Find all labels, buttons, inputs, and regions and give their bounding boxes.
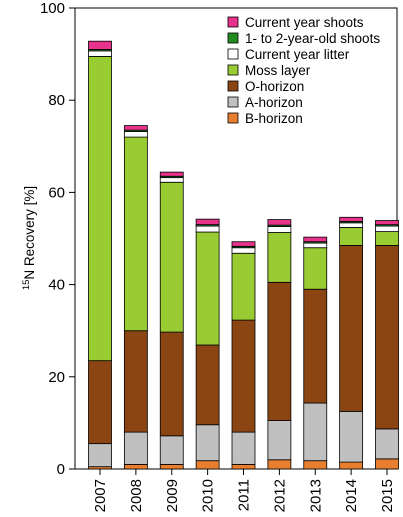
x-tick-label: 2010 xyxy=(200,479,217,512)
bar-segment-moss-layer-2010 xyxy=(195,231,220,346)
bar-segment-b-horizon-2014 xyxy=(339,461,364,470)
y-tick-label: 0 xyxy=(57,461,65,478)
bar-segment-o-horizon-2015 xyxy=(375,245,399,430)
bar-segment-current-year-litter-2014 xyxy=(339,222,364,228)
bar-segment-current-year-shoots-2008 xyxy=(123,125,148,131)
y-axis-title-main: N Recovery [%] xyxy=(22,186,37,280)
y-tick-label: 40 xyxy=(48,277,65,294)
legend-label: 1- to 2-year-old shoots xyxy=(245,31,380,46)
bar-segment-current-year-litter-2009 xyxy=(159,177,184,183)
y-tick-label: 20 xyxy=(48,369,65,386)
bar-segment-current-year-shoots-2012 xyxy=(267,219,292,226)
y-tick-label: 80 xyxy=(48,92,65,109)
bar-segment-current-year-shoots-2011 xyxy=(231,241,256,247)
bar-segment-b-horizon-2008 xyxy=(123,463,148,470)
x-tick-label: 2009 xyxy=(164,479,181,512)
bar-segment-current-year-litter-2008 xyxy=(123,131,148,138)
bar-segment-a-horizon-2010 xyxy=(195,424,220,462)
bar-segment-moss-layer-2014 xyxy=(339,227,364,246)
x-tick-label: 2014 xyxy=(343,479,360,512)
bar-segment-current-year-shoots-2013 xyxy=(303,236,328,243)
bar-segment-b-horizon-2010 xyxy=(195,460,220,470)
x-tick-label: 2013 xyxy=(307,479,324,512)
bar-segment-current-year-shoots-2007 xyxy=(88,40,112,50)
bar-segment-moss-layer-2012 xyxy=(267,232,292,283)
bar-segment-o-horizon-2007 xyxy=(88,360,112,445)
bar-segment-a-horizon-2015 xyxy=(375,428,399,460)
bar-segment-current-year-shoots-2015 xyxy=(375,220,399,226)
legend-swatch-current-year-litter xyxy=(227,48,239,60)
legend-swatch-o-horizon xyxy=(227,80,239,92)
bar-segment-current-year-litter-2011 xyxy=(231,247,256,254)
bar-segment-a-horizon-2007 xyxy=(88,443,112,468)
bar-segment-a-horizon-2014 xyxy=(339,410,364,463)
y-axis-title: 15N Recovery [%] xyxy=(21,186,37,290)
bar-segment-a-horizon-2008 xyxy=(123,431,148,465)
bar-segment-current-year-litter-2010 xyxy=(195,225,220,233)
legend-swatch-b-horizon xyxy=(227,112,239,124)
x-tick-label: 2012 xyxy=(271,479,288,512)
y-tick-label: 100 xyxy=(40,0,65,17)
legend-swatch-moss-layer xyxy=(227,64,239,76)
bar-segment-current-year-litter-2007 xyxy=(88,50,112,57)
bar-segment-b-horizon-2009 xyxy=(159,463,184,470)
y-tick-label: 60 xyxy=(48,184,65,201)
bar-segment-current-year-shoots-2014 xyxy=(339,216,364,222)
bar-segment-current-year-litter-2015 xyxy=(375,225,399,232)
bar-segment-a-horizon-2013 xyxy=(303,402,328,462)
x-tick-label: 2011 xyxy=(236,479,253,511)
legend-label: Current year litter xyxy=(245,47,350,62)
bar-segment-b-horizon-2013 xyxy=(303,460,328,470)
y-axis: 0 20 40 60 80 100 xyxy=(40,0,75,478)
bar-segment-o-horizon-2010 xyxy=(195,344,220,426)
bar-segment-o-horizon-2008 xyxy=(123,330,148,433)
bar-segment-current-year-litter-2013 xyxy=(303,242,328,249)
bar-segment-moss-layer-2007 xyxy=(88,56,112,362)
y-axis-title-superscript: 15 xyxy=(21,280,32,291)
legend-swatch-1-to-2-year-old-shoots xyxy=(227,32,239,44)
legend-label: O-horizon xyxy=(245,79,304,94)
bar-segment-current-year-shoots-2010 xyxy=(195,218,220,226)
x-axis: 2007 2008 2009 2010 2011 2012 2013 2014 2015 xyxy=(92,469,396,512)
x-tick-label: 2015 xyxy=(379,479,396,512)
bar-segment-moss-layer-2009 xyxy=(159,181,184,333)
bar-segment-a-horizon-2012 xyxy=(267,420,292,461)
bars-group xyxy=(88,40,399,470)
bar-segment-o-horizon-2013 xyxy=(303,288,328,404)
bar-segment-moss-layer-2015 xyxy=(375,231,399,246)
legend-swatch-a-horizon xyxy=(227,96,239,108)
bar-segment-o-horizon-2009 xyxy=(159,331,184,437)
bar-segment-current-year-shoots-2009 xyxy=(159,171,184,177)
x-tick-label: 2008 xyxy=(128,479,145,512)
legend-swatch-current-year-shoots xyxy=(227,16,239,28)
bar-segment-current-year-litter-2012 xyxy=(267,226,292,233)
bar-segment-o-horizon-2012 xyxy=(267,281,292,421)
bar-segment-o-horizon-2014 xyxy=(339,245,364,412)
legend-label: Moss layer xyxy=(245,63,311,78)
bar-segment-moss-layer-2011 xyxy=(231,252,256,321)
bar-segment-b-horizon-2015 xyxy=(375,458,399,470)
legend-label: Current year shoots xyxy=(245,15,364,30)
bar-segment-b-horizon-2012 xyxy=(267,459,292,470)
bar-segment-b-horizon-2011 xyxy=(231,463,256,470)
bar-segment-moss-layer-2013 xyxy=(303,247,328,290)
legend-label: A-horizon xyxy=(245,95,303,110)
x-tick-label: 2007 xyxy=(92,479,109,512)
bar-segment-o-horizon-2011 xyxy=(231,319,256,433)
bar-segment-a-horizon-2011 xyxy=(231,431,256,465)
bar-segment-moss-layer-2008 xyxy=(123,136,148,332)
legend-label: B-horizon xyxy=(245,111,303,126)
bar-segment-a-horizon-2009 xyxy=(159,435,184,465)
